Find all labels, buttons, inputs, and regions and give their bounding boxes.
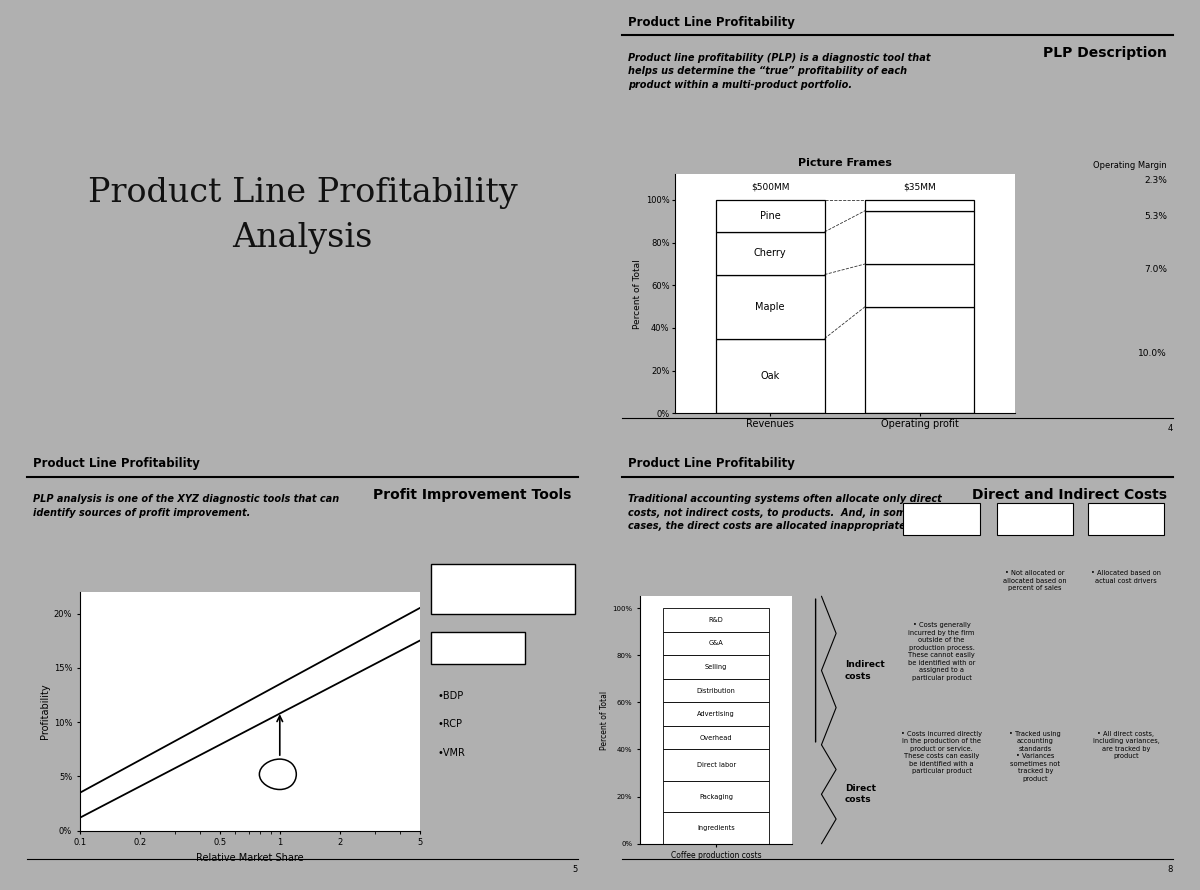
Text: PLP analysis is one of the XYZ diagnostic tools that can
identify sources of pro: PLP analysis is one of the XYZ diagnosti… — [34, 494, 340, 518]
Text: •VMR: •VMR — [437, 748, 464, 757]
Text: $500MM: $500MM — [751, 182, 790, 191]
Text: Oak: Oak — [761, 371, 780, 381]
Text: XYZ profit
improvement tool kit: XYZ profit improvement tool kit — [455, 578, 551, 599]
Text: • Costs generally
incurred by the firm
outside of the
production process.
These : • Costs generally incurred by the firm o… — [908, 622, 976, 681]
Text: Cherry: Cherry — [754, 248, 786, 258]
Text: Profit Improvement Tools: Profit Improvement Tools — [373, 488, 571, 502]
Text: 2.3%: 2.3% — [1144, 176, 1166, 185]
Text: R&D: R&D — [709, 617, 724, 623]
Text: Product Line Profitability: Product Line Profitability — [34, 457, 200, 470]
Title: Picture Frames: Picture Frames — [798, 158, 892, 168]
Bar — [716, 232, 824, 275]
Text: Ingredients: Ingredients — [697, 825, 734, 831]
Text: PLP
allocation: PLP allocation — [1108, 509, 1145, 529]
Text: •BDP: •BDP — [437, 692, 463, 701]
Bar — [1088, 503, 1164, 536]
Text: Product Line Profitability
Analysis: Product Line Profitability Analysis — [88, 177, 517, 254]
Text: Direct labor: Direct labor — [696, 762, 736, 768]
Bar — [662, 632, 769, 655]
Text: Product Line Profitability: Product Line Profitability — [629, 457, 796, 470]
Text: Indirect
costs: Indirect costs — [845, 660, 884, 681]
Text: Direct
costs: Direct costs — [845, 784, 876, 805]
Bar — [865, 200, 974, 211]
Text: Overhead: Overhead — [700, 734, 732, 740]
Text: Traditional accounting systems often allocate only direct
costs, not indirect co: Traditional accounting systems often all… — [629, 494, 942, 531]
Bar — [865, 306, 974, 413]
Text: Direct and Indirect Costs: Direct and Indirect Costs — [972, 488, 1166, 502]
Text: 4: 4 — [1168, 424, 1172, 433]
Text: 5: 5 — [572, 865, 577, 874]
Bar — [431, 563, 575, 613]
Bar — [662, 702, 769, 726]
Bar — [662, 679, 769, 702]
Text: Packaging: Packaging — [700, 794, 733, 799]
Text: G&A: G&A — [709, 641, 724, 646]
Text: 8: 8 — [1168, 865, 1172, 874]
Bar — [662, 781, 769, 813]
Text: • Tracked using
accounting
standards
• Variances
sometimes not
tracked by
produc: • Tracked using accounting standards • V… — [1009, 731, 1061, 782]
Text: $35MM: $35MM — [904, 182, 936, 191]
Text: •PLP: •PLP — [437, 643, 461, 653]
Bar — [662, 726, 769, 749]
Bar — [716, 338, 824, 413]
Bar — [997, 503, 1073, 536]
Bar — [865, 211, 974, 264]
X-axis label: Relative Market Share: Relative Market Share — [196, 853, 304, 863]
Text: Product line profitability (PLP) is a diagnostic tool that
helps us determine th: Product line profitability (PLP) is a di… — [629, 53, 931, 90]
Bar — [904, 503, 979, 536]
Text: PLP Description: PLP Description — [1043, 46, 1166, 61]
Text: Maple: Maple — [756, 302, 785, 312]
Bar — [662, 608, 769, 632]
Text: 5.3%: 5.3% — [1144, 212, 1166, 221]
Bar — [431, 632, 524, 664]
Y-axis label: Percent of Total: Percent of Total — [600, 691, 610, 749]
Text: • All direct costs,
including variances,
are tracked by
product: • All direct costs, including variances,… — [1093, 731, 1159, 759]
Text: 7.0%: 7.0% — [1144, 265, 1166, 274]
Text: Operating Margin: Operating Margin — [1093, 161, 1166, 170]
Text: Product Line Profitability: Product Line Profitability — [629, 16, 796, 28]
Text: Distribution: Distribution — [697, 688, 736, 693]
Bar — [662, 813, 769, 844]
Text: Typical accounting
allocation: Typical accounting allocation — [1000, 509, 1070, 529]
Text: Selling: Selling — [704, 664, 727, 670]
Text: Definition: Definition — [923, 514, 960, 523]
Text: • Costs incurred directly
in the production of the
product or service.
These cos: • Costs incurred directly in the product… — [901, 731, 982, 774]
Bar — [716, 275, 824, 338]
Text: 10.0%: 10.0% — [1139, 349, 1166, 358]
Text: Advertising: Advertising — [697, 711, 734, 717]
Bar — [662, 749, 769, 781]
Bar — [865, 264, 974, 306]
Text: •RCP: •RCP — [437, 719, 462, 729]
Text: • Not allocated or
allocated based on
percent of sales: • Not allocated or allocated based on pe… — [1003, 570, 1067, 591]
Bar — [716, 200, 824, 232]
Bar — [662, 655, 769, 679]
Text: • Allocated based on
actual cost drivers: • Allocated based on actual cost drivers — [1091, 570, 1160, 584]
Y-axis label: Percent of Total: Percent of Total — [632, 259, 642, 328]
Y-axis label: Profitability: Profitability — [40, 684, 49, 739]
Text: Pine: Pine — [760, 211, 780, 221]
